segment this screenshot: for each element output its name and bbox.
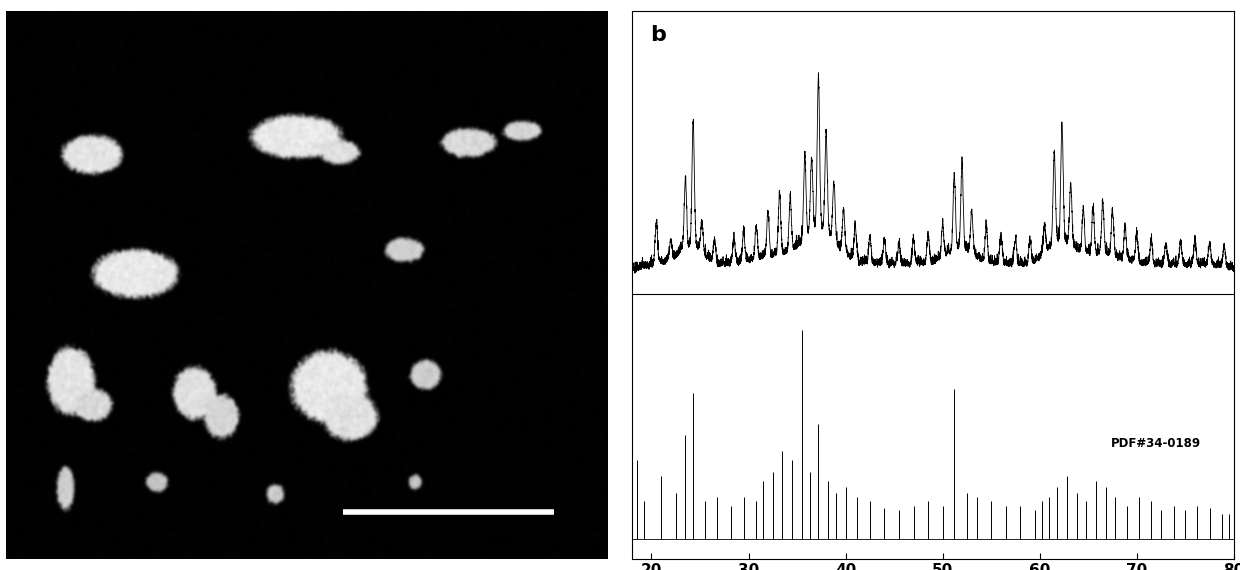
Text: PDF#34-0189: PDF#34-0189 [1111, 437, 1200, 450]
Text: b: b [650, 25, 666, 45]
